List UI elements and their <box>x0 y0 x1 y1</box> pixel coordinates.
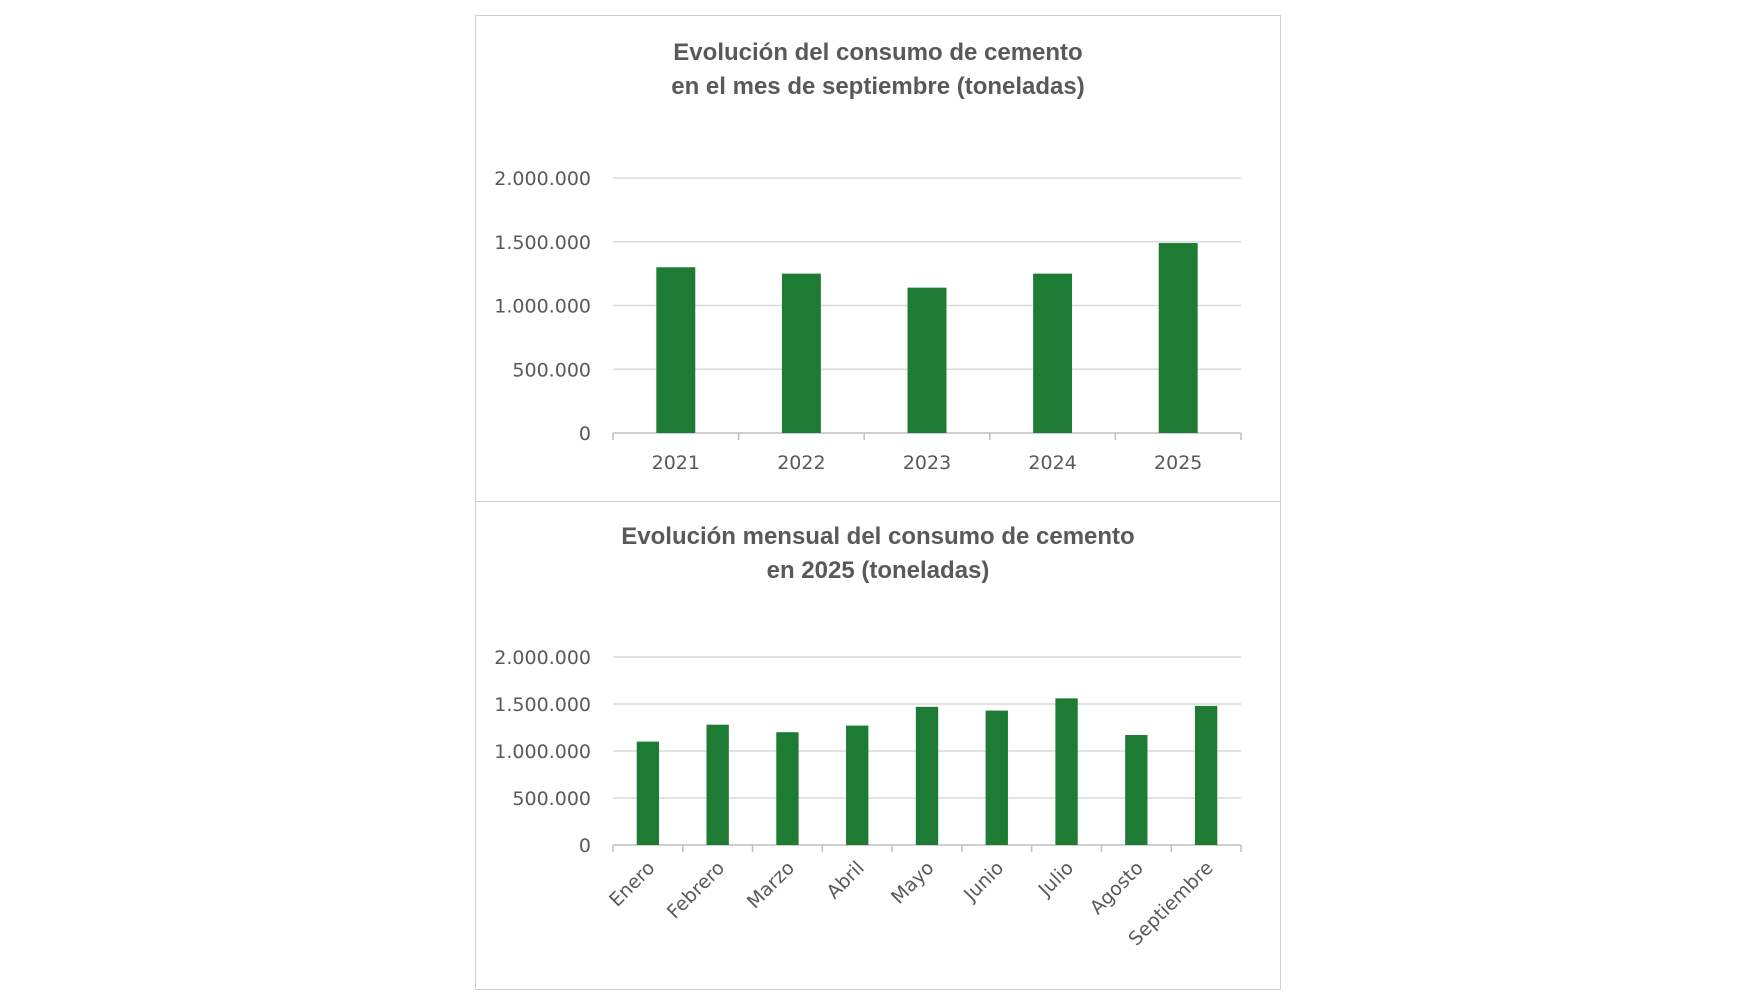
x-tick-label: Junio <box>959 857 1008 906</box>
chart-title-line-2: en el mes de septiembre (toneladas) <box>671 73 1085 100</box>
x-tick-label: Marzo <box>743 857 799 913</box>
x-tick-label: Febrero <box>663 857 729 923</box>
y-tick-label: 2.000.000 <box>494 647 591 669</box>
y-tick-label: 1.000.000 <box>494 296 591 318</box>
y-tick-label: 2.000.000 <box>494 168 591 190</box>
y-tick-label: 1.500.000 <box>494 694 591 716</box>
bar-2021 <box>656 267 696 433</box>
x-tick-label: 2023 <box>903 452 951 474</box>
chart-title: Evolución del consumo de cemento en el m… <box>476 36 1280 104</box>
bar-2023 <box>907 287 947 433</box>
bar-abril <box>846 725 869 845</box>
bar-febrero <box>706 724 729 845</box>
x-tick-label: 2022 <box>777 452 825 474</box>
y-tick-label: 1.000.000 <box>494 741 591 763</box>
bar-julio <box>1055 698 1078 845</box>
x-tick-label: Mayo <box>887 857 939 909</box>
y-tick-label: 500.000 <box>512 359 591 381</box>
bar-chart-monthly-2025: 0 500.000 1.000.000 1.500.000 2.000.000 Enero… <box>494 647 1242 950</box>
x-tick-label: Enero <box>605 857 659 911</box>
chart-panel-september: Evolución del consumo de cemento en el m… <box>475 15 1281 502</box>
bar-agosto <box>1125 735 1148 845</box>
chart-panel-monthly-2025: Evolución mensual del consumo de cemento… <box>475 502 1281 990</box>
x-tick-label: 2024 <box>1028 452 1076 474</box>
y-tick-label: 500.000 <box>512 788 591 810</box>
chart-title-line-1: Evolución mensual del consumo de cemento <box>621 523 1135 550</box>
x-tick-label: 2025 <box>1154 452 1202 474</box>
x-tick-label: Agosto <box>1086 857 1148 919</box>
bar-mayo <box>915 706 939 845</box>
y-tick-label: 0 <box>579 835 591 857</box>
bar-marzo <box>776 732 799 845</box>
x-tick-label: 2021 <box>652 452 700 474</box>
bar-junio <box>985 710 1008 845</box>
bar-2022 <box>781 273 821 433</box>
bar-enero <box>636 741 660 845</box>
chart-title: Evolución mensual del consumo de cemento… <box>476 520 1280 588</box>
bar-chart-september: 0 500.000 1.000.000 1.500.000 2.000.000 2021 2… <box>494 168 1242 474</box>
chart-title-line-2: en 2025 (toneladas) <box>766 557 990 584</box>
bar-2024 <box>1033 273 1073 433</box>
y-tick-label: 0 <box>579 423 591 445</box>
y-tick-label: 1.500.000 <box>494 232 591 254</box>
x-tick-label: Julio <box>1034 857 1078 901</box>
bar-septiembre <box>1194 705 1218 845</box>
bar-2025 <box>1158 243 1198 433</box>
chart-title-line-1: Evolución del consumo de cemento <box>673 39 1083 66</box>
x-tick-label: Abril <box>822 857 868 903</box>
